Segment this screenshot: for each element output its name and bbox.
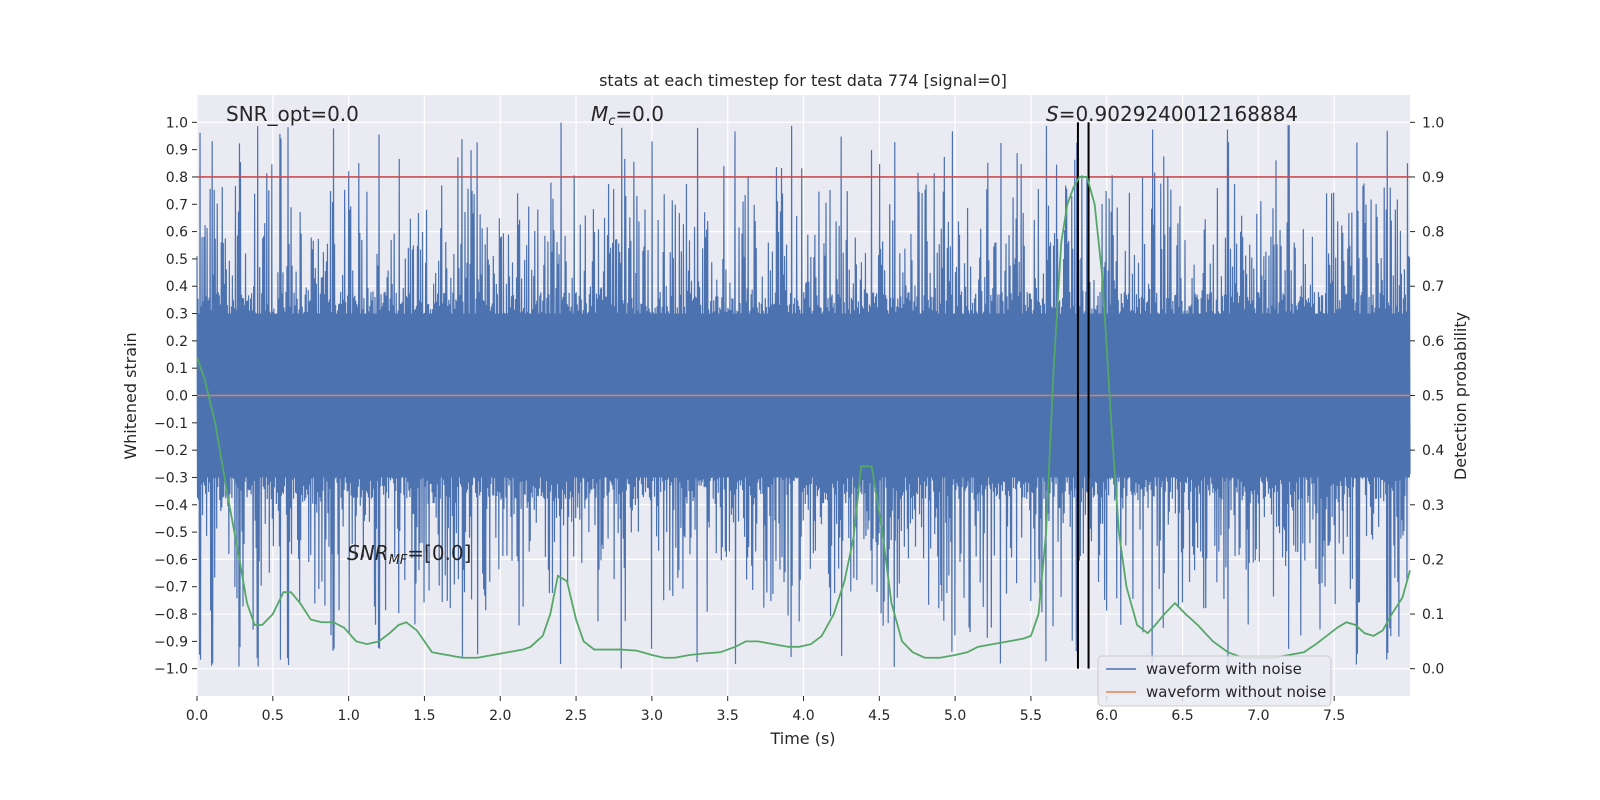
y-tick-label: 0.8 [166, 170, 188, 186]
axis-ticks: 0.0 0.5 1.0 1.5 2.0 2.5 3.0 3.5 4.0 4.5 5.0 5.5 6.0 6… [154, 115, 1444, 724]
x-tick-label: 1.0 [337, 708, 359, 724]
x-tick-label: 5.5 [1020, 708, 1042, 724]
legend-label-waveform-with-noise: waveform with noise [1146, 660, 1302, 678]
y-right-tick-label: 0.6 [1422, 334, 1444, 350]
x-tick-label: 4.0 [792, 708, 814, 724]
line-detection-probability [196, 176, 1411, 659]
annotation-score-symbol: S [1046, 102, 1059, 126]
chart-title: stats at each timestep for test data 774… [599, 71, 1007, 90]
y-tick-label: 0.0 [166, 389, 188, 405]
y-tick-label: −0.5 [154, 525, 188, 541]
x-tick-label: 3.0 [641, 708, 663, 724]
annotation-score: S=0.9029240012168884 [1046, 102, 1298, 126]
y-tick-label: −0.2 [154, 443, 188, 459]
x-tick-label: 3.5 [717, 708, 739, 724]
y-right-tick-label: 0.3 [1422, 498, 1444, 514]
x-axis-label: Time (s) [769, 729, 835, 748]
y-tick-label: 0.4 [166, 279, 188, 295]
annotation-chirp-mass-symbol: M [591, 102, 608, 126]
x-tick-label: 6.5 [1171, 708, 1193, 724]
y-tick-label: 0.7 [166, 197, 188, 213]
y-tick-label: 1.0 [166, 115, 188, 131]
y-tick-label: 0.2 [166, 334, 188, 350]
x-tick-label: 1.5 [413, 708, 435, 724]
annotation-snr-opt: SNR_opt=0.0 [226, 102, 359, 126]
legend-box [1097, 655, 1332, 707]
y-tick-label: 0.9 [166, 143, 188, 159]
y-right-tick-label: 0.8 [1422, 225, 1444, 241]
y-tick-label: −0.6 [154, 552, 188, 568]
annotation-snr-mf-value: =[0.0] [407, 541, 471, 565]
y-tick-label: −0.9 [154, 634, 188, 650]
y-right-tick-label: 0.7 [1422, 279, 1444, 295]
x-tick-label: 0.5 [262, 708, 284, 724]
y-tick-label: −0.8 [154, 607, 188, 623]
y-right-tick-label: 0.0 [1422, 662, 1444, 678]
x-tick-label: 6.0 [1096, 708, 1118, 724]
y-tick-label: −0.7 [154, 580, 188, 596]
y-axis-label: Whitened strain [121, 332, 140, 459]
y-tick-label: 0.6 [166, 225, 188, 241]
annotation-snr-mf: SNRMF=[0.0] [347, 541, 471, 568]
y-right-tick-label: 1.0 [1422, 115, 1444, 131]
y-tick-label: −0.4 [154, 498, 188, 514]
y-tick-label: −0.3 [154, 470, 188, 486]
legend: waveform with noise waveform without noi… [1097, 655, 1332, 707]
x-tick-label: 2.5 [565, 708, 587, 724]
annotation-chirp-mass: Mc=0.0 [591, 102, 664, 129]
annotation-snr-mf-symbol: SNR [347, 541, 389, 565]
annotation-chirp-mass-subscript: c [608, 114, 615, 129]
annotation-score-value: =0.9029240012168884 [1059, 102, 1298, 126]
y-tick-label: −1.0 [154, 662, 188, 678]
annotation-chirp-mass-value: =0.0 [615, 102, 664, 126]
x-tick-label: 5.0 [944, 708, 966, 724]
y-right-tick-label: 0.2 [1422, 552, 1444, 568]
y-tick-label: 0.1 [166, 361, 188, 377]
x-tick-label: 4.5 [868, 708, 890, 724]
legend-label-waveform-without-noise: waveform without noise [1146, 683, 1326, 701]
y-tick-label: 0.5 [166, 252, 188, 268]
y-right-tick-label: 0.4 [1422, 443, 1444, 459]
y-tick-label: −0.1 [154, 416, 188, 432]
y-right-tick-label: 0.1 [1422, 607, 1444, 623]
y-axis-right-label: Detection probability [1451, 312, 1470, 480]
x-tick-label: 2.0 [489, 708, 511, 724]
x-tick-label: 0.0 [186, 708, 208, 724]
annotation-snr-mf-subscript: MF [389, 553, 408, 568]
x-tick-label: 7.5 [1323, 708, 1345, 724]
x-tick-label: 7.0 [1247, 708, 1269, 724]
y-tick-label: 0.3 [166, 307, 188, 323]
y-right-tick-label: 0.9 [1422, 170, 1444, 186]
right-axis-marks [196, 122, 1411, 669]
y-right-tick-label: 0.5 [1422, 389, 1444, 405]
